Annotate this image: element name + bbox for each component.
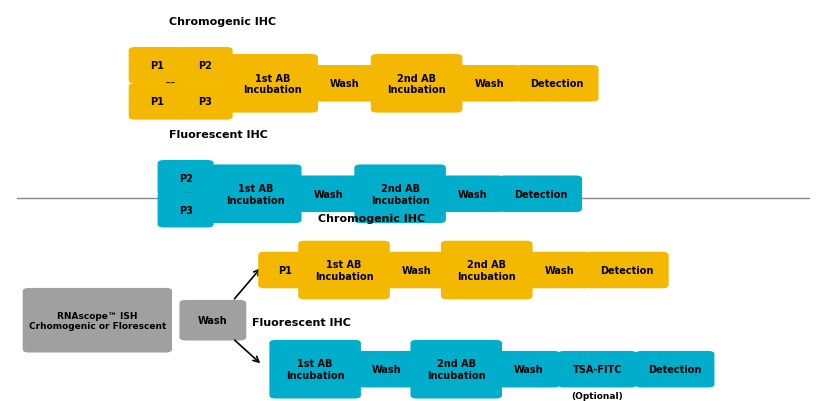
- Text: P2: P2: [179, 173, 192, 183]
- Text: Chromogenic IHC: Chromogenic IHC: [318, 213, 425, 223]
- FancyBboxPatch shape: [411, 340, 502, 399]
- FancyBboxPatch shape: [158, 192, 214, 228]
- Text: Wash: Wash: [198, 316, 228, 325]
- FancyBboxPatch shape: [297, 176, 360, 213]
- FancyBboxPatch shape: [515, 66, 599, 102]
- Text: P1: P1: [150, 97, 163, 107]
- FancyBboxPatch shape: [528, 252, 591, 289]
- FancyBboxPatch shape: [210, 165, 301, 223]
- FancyBboxPatch shape: [355, 165, 446, 223]
- Text: Chromogenic IHC: Chromogenic IHC: [169, 17, 276, 27]
- Text: 2nd AB
Incubation: 2nd AB Incubation: [457, 259, 516, 281]
- Text: P3: P3: [179, 205, 192, 215]
- FancyBboxPatch shape: [497, 351, 560, 387]
- Text: 2nd AB
Incubation: 2nd AB Incubation: [427, 358, 486, 380]
- Text: RNAscope™ ISH
Crhomogenic or Florescent: RNAscope™ ISH Crhomogenic or Florescent: [29, 311, 166, 330]
- Text: 1st AB
Incubation: 1st AB Incubation: [285, 358, 345, 380]
- FancyBboxPatch shape: [441, 176, 504, 213]
- Text: Detection: Detection: [648, 364, 701, 374]
- Text: TSA-FITC: TSA-FITC: [573, 364, 622, 374]
- FancyBboxPatch shape: [385, 252, 448, 289]
- FancyBboxPatch shape: [314, 66, 376, 102]
- Text: 2nd AB
Incubation: 2nd AB Incubation: [370, 184, 430, 205]
- FancyBboxPatch shape: [158, 161, 214, 196]
- FancyBboxPatch shape: [269, 340, 361, 399]
- Text: Wash: Wash: [474, 79, 504, 89]
- FancyBboxPatch shape: [177, 48, 233, 84]
- FancyBboxPatch shape: [177, 84, 233, 120]
- Text: 2nd AB
Incubation: 2nd AB Incubation: [387, 73, 446, 95]
- FancyBboxPatch shape: [458, 66, 521, 102]
- Text: P3: P3: [198, 97, 211, 107]
- FancyBboxPatch shape: [180, 300, 246, 340]
- Text: P2: P2: [198, 61, 211, 71]
- FancyBboxPatch shape: [441, 241, 533, 300]
- FancyBboxPatch shape: [355, 351, 417, 387]
- Text: Wash: Wash: [330, 79, 360, 89]
- FancyBboxPatch shape: [558, 351, 637, 387]
- Text: or: or: [181, 190, 191, 199]
- Text: Fluorescent IHC: Fluorescent IHC: [169, 129, 268, 139]
- FancyBboxPatch shape: [635, 351, 714, 387]
- Text: 1st AB
Incubation: 1st AB Incubation: [314, 259, 374, 281]
- Text: Wash: Wash: [514, 364, 544, 374]
- Text: Wash: Wash: [402, 265, 431, 275]
- Text: Wash: Wash: [458, 189, 488, 199]
- Text: P1: P1: [150, 61, 163, 71]
- Text: P1: P1: [278, 265, 291, 275]
- FancyBboxPatch shape: [22, 288, 172, 352]
- Text: Wash: Wash: [371, 364, 401, 374]
- Text: Detection: Detection: [530, 79, 583, 89]
- FancyBboxPatch shape: [498, 176, 582, 213]
- Text: Detection: Detection: [601, 265, 653, 275]
- Text: or: or: [165, 80, 176, 89]
- FancyBboxPatch shape: [299, 241, 389, 300]
- FancyBboxPatch shape: [129, 84, 185, 120]
- Text: 1st AB
Incubation: 1st AB Incubation: [243, 73, 302, 95]
- FancyBboxPatch shape: [586, 252, 668, 289]
- Text: Wash: Wash: [314, 189, 343, 199]
- FancyBboxPatch shape: [371, 55, 462, 113]
- FancyBboxPatch shape: [226, 55, 318, 113]
- FancyBboxPatch shape: [129, 48, 185, 84]
- Text: Fluorescent IHC: Fluorescent IHC: [252, 318, 351, 327]
- FancyBboxPatch shape: [258, 252, 311, 289]
- Text: Wash: Wash: [544, 265, 574, 275]
- Text: (Optional): (Optional): [572, 391, 623, 400]
- Text: Detection: Detection: [514, 189, 567, 199]
- Text: 1st AB
Incubation: 1st AB Incubation: [226, 184, 285, 205]
